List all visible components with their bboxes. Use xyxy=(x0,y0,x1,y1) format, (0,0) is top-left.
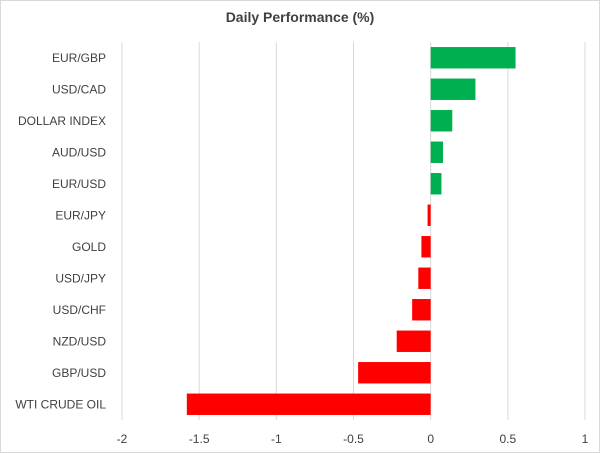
bar xyxy=(412,299,431,321)
y-category-label: NZD/USD xyxy=(53,334,107,348)
y-category-label: EUR/GBP xyxy=(52,51,106,65)
x-tick-label: 0 xyxy=(427,432,434,446)
x-tick-label: -1 xyxy=(271,432,282,446)
bar xyxy=(430,47,516,69)
x-tick-label: -2 xyxy=(117,432,128,446)
x-tick-label: 0.5 xyxy=(499,432,516,446)
y-category-label: GOLD xyxy=(72,240,106,254)
y-category-label: USD/CAD xyxy=(52,82,106,96)
bar xyxy=(358,362,431,384)
bar xyxy=(396,330,431,352)
y-category-label: USD/JPY xyxy=(55,271,106,285)
bar xyxy=(418,267,431,289)
x-tick-label: -1.5 xyxy=(189,432,210,446)
y-category-label: EUR/JPY xyxy=(55,208,106,222)
y-category-label: AUD/USD xyxy=(52,145,106,159)
y-category-label: USD/CHF xyxy=(53,303,106,317)
bar xyxy=(427,204,431,226)
chart-title: Daily Performance (%) xyxy=(225,9,375,25)
bar xyxy=(430,78,476,100)
bar xyxy=(421,236,431,258)
bar xyxy=(186,393,431,415)
x-tick-label: 1 xyxy=(582,432,589,446)
x-tick-label: -0.5 xyxy=(343,432,364,446)
y-category-label: DOLLAR INDEX xyxy=(18,114,106,128)
y-category-label: WTI CRUDE OIL xyxy=(15,397,106,411)
y-category-label: EUR/USD xyxy=(52,177,106,191)
bar xyxy=(430,110,453,132)
bar xyxy=(430,173,442,195)
y-category-label: GBP/USD xyxy=(52,366,106,380)
bar xyxy=(430,141,444,163)
